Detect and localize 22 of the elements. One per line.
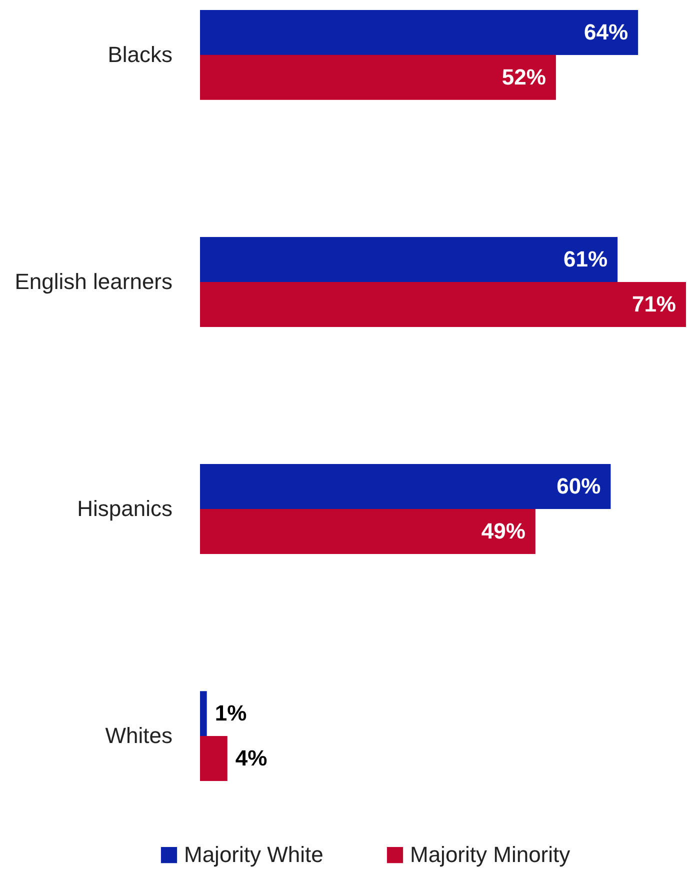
data-label: 49%: [481, 518, 526, 544]
bar: [200, 464, 611, 510]
bar: [200, 237, 618, 282]
bar: [200, 691, 207, 736]
bar: [200, 282, 686, 327]
y-tick-label: Whites: [105, 723, 172, 748]
bar: [200, 508, 536, 554]
data-label: 71%: [632, 291, 676, 316]
data-label: 64%: [584, 19, 628, 44]
bar: [200, 54, 556, 100]
legend-label: Majority White: [184, 842, 324, 867]
data-label: 4%: [235, 746, 268, 771]
y-tick-label: Blacks: [108, 42, 172, 67]
y-tick-label: English learners: [14, 268, 172, 294]
y-tick-label: Hispanics: [77, 496, 172, 522]
data-label: 1%: [214, 700, 247, 726]
bar: [200, 10, 638, 55]
data-label: 52%: [502, 64, 546, 90]
bar: [200, 736, 228, 782]
data-label: 60%: [556, 474, 601, 499]
legend-label: Majority Minority: [410, 842, 570, 867]
data-label: 61%: [564, 246, 608, 272]
